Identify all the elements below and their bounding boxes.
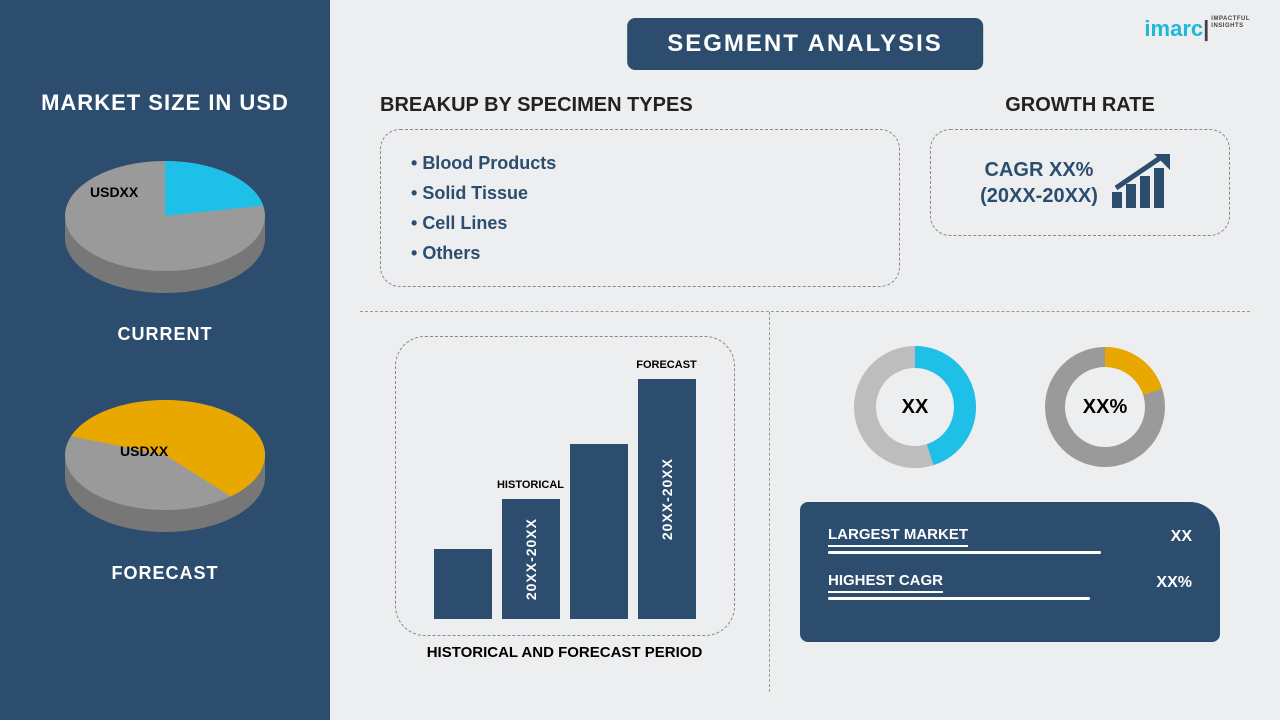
growth-title: GROWTH RATE <box>930 94 1230 117</box>
bar-chart-box: 20XX-20XXHISTORICAL20XX-20XXFORECAST <box>395 336 735 636</box>
logo-text: imarc <box>1144 16 1203 41</box>
bar: 20XX-20XXHISTORICAL <box>502 499 560 619</box>
bar-period-label: 20XX-20XX <box>523 518 539 600</box>
stat-bar <box>828 597 1090 600</box>
stats-box: LARGEST MARKET XX HIGHEST CAGR XX% <box>800 502 1220 642</box>
growth-text: CAGR XX% (20XX-20XX) <box>980 157 1098 209</box>
bars-container: 20XX-20XXHISTORICAL20XX-20XXFORECAST <box>396 359 734 619</box>
infographic-root: MARKET SIZE IN USD USDXX CURRENT USDXX F… <box>0 0 1280 720</box>
bar <box>434 549 492 619</box>
pie-forecast-caption: FORECAST <box>112 563 219 584</box>
pie-current-badge: USDXX <box>90 184 138 200</box>
stat-bar <box>828 551 1101 554</box>
stat-label: HIGHEST CAGR <box>828 572 943 593</box>
pie-forecast: USDXX FORECAST <box>50 385 280 584</box>
left-panel: MARKET SIZE IN USD USDXX CURRENT USDXX F… <box>0 0 330 720</box>
growth-chart-icon <box>1110 150 1180 215</box>
breakup-box: Blood ProductsSolid TissueCell LinesOthe… <box>380 129 900 287</box>
stat-value: XX% <box>1156 574 1192 592</box>
donut-2-label: XX% <box>1083 396 1127 419</box>
growth-period: (20XX-20XX) <box>980 183 1098 209</box>
pie-current-svg <box>50 146 280 306</box>
growth-cagr: CAGR XX% <box>980 157 1098 183</box>
donut-2: XX% <box>1040 342 1170 472</box>
pie-forecast-badge: USDXX <box>120 443 168 459</box>
pie-current-caption: CURRENT <box>118 324 213 345</box>
row-charts: 20XX-20XXHISTORICAL20XX-20XXFORECAST HIS… <box>360 312 1250 692</box>
breakup-item: Solid Tissue <box>411 178 869 208</box>
breakup-item: Blood Products <box>411 148 869 178</box>
bar <box>570 444 628 619</box>
growth-box: CAGR XX% (20XX-20XX) <box>930 129 1230 236</box>
bar-chart-title: HISTORICAL AND FORECAST PERIOD <box>427 644 703 661</box>
bar-annotation: HISTORICAL <box>497 479 564 491</box>
stat-row: HIGHEST CAGR XX% <box>828 572 1192 593</box>
breakup-list: Blood ProductsSolid TissueCell LinesOthe… <box>411 148 869 268</box>
market-size-title: MARKET SIZE IN USD <box>41 90 289 116</box>
bar-period-label: 20XX-20XX <box>659 458 675 540</box>
stat-label: LARGEST MARKET <box>828 526 968 547</box>
logo: imarc|IMPACTFULINSIGHTS <box>1144 16 1250 42</box>
breakup-item: Others <box>411 238 869 268</box>
bar-annotation: FORECAST <box>636 359 697 371</box>
stat-row: LARGEST MARKET XX <box>828 526 1192 547</box>
pie-current: USDXX CURRENT <box>50 146 280 345</box>
breakup-section: BREAKUP BY SPECIMEN TYPES Blood Products… <box>380 94 900 287</box>
growth-section: GROWTH RATE CAGR XX% (20XX-20XX) <box>930 94 1230 287</box>
pie-forecast-svg <box>50 385 280 545</box>
donut-1-label: XX <box>902 396 929 419</box>
historical-forecast-col: 20XX-20XXHISTORICAL20XX-20XXFORECAST HIS… <box>360 312 770 692</box>
breakup-title: BREAKUP BY SPECIMEN TYPES <box>380 94 900 117</box>
stats-col: XX XX% LARGEST MARKET XX HIGHEST CAGR XX% <box>770 312 1250 692</box>
breakup-item: Cell Lines <box>411 208 869 238</box>
row-breakup-growth: BREAKUP BY SPECIMEN TYPES Blood Products… <box>360 94 1250 287</box>
right-panel: imarc|IMPACTFULINSIGHTS SEGMENT ANALYSIS… <box>330 0 1280 720</box>
stat-value: XX <box>1171 528 1192 546</box>
segment-analysis-title: SEGMENT ANALYSIS <box>627 18 983 70</box>
bar: 20XX-20XXFORECAST <box>638 379 696 619</box>
logo-subtitle: IMPACTFULINSIGHTS <box>1211 16 1250 30</box>
donut-1: XX <box>850 342 980 472</box>
donuts-row: XX XX% <box>850 342 1170 472</box>
